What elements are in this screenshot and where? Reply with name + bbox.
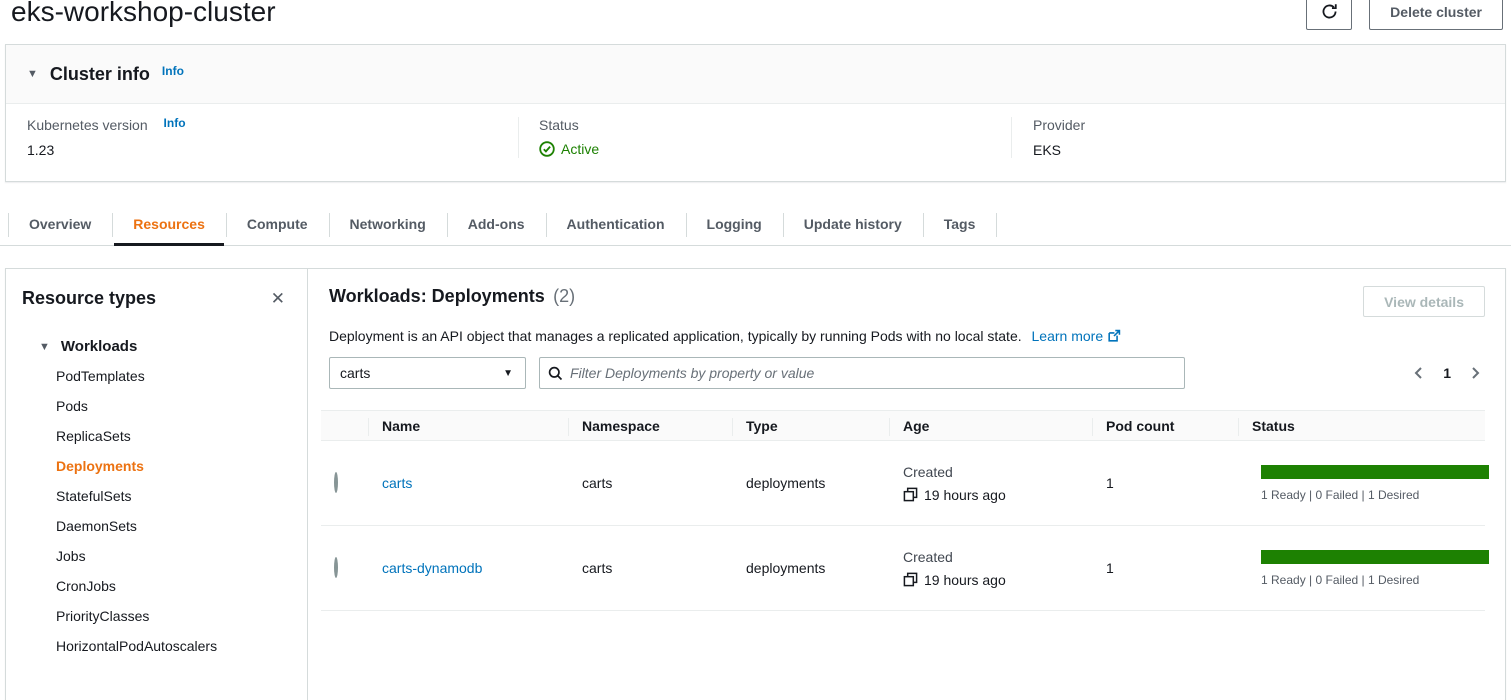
column-header-type[interactable]: Type	[732, 411, 889, 442]
deployment-name-link[interactable]: carts	[382, 475, 413, 491]
deployments-heading: Workloads: Deployments (2)	[329, 286, 575, 307]
status-progress-bar	[1261, 549, 1489, 564]
pagination: 1	[1412, 365, 1485, 381]
tab-resources[interactable]: Resources	[112, 204, 226, 246]
sidebar-item-priorityclasses[interactable]: PriorityClasses	[56, 608, 150, 624]
deployment-name-link[interactable]: carts-dynamodb	[382, 560, 483, 576]
page-title: eks-workshop-cluster	[11, 0, 276, 27]
tab-networking[interactable]: Networking	[328, 204, 447, 245]
status-field: Status Active	[518, 117, 1011, 158]
sidebar-item-cronjobs[interactable]: CronJobs	[56, 578, 116, 594]
namespace-cell: carts	[582, 560, 613, 576]
tab-logging[interactable]: Logging	[685, 204, 783, 245]
workloads-group-toggle[interactable]: ▼ Workloads	[22, 338, 291, 355]
tab-authentication[interactable]: Authentication	[545, 204, 686, 245]
tab-add-ons[interactable]: Add-ons	[446, 204, 546, 245]
column-header-namespace[interactable]: Namespace	[568, 411, 732, 442]
column-header-age[interactable]: Age	[889, 411, 1092, 442]
pod-count-cell: 1	[1106, 560, 1114, 576]
tab-overview[interactable]: Overview	[8, 204, 112, 245]
resource-type-list: PodTemplates Pods ReplicaSets Deployment…	[22, 361, 291, 661]
age-cell: Created 19 hours ago	[903, 463, 1006, 503]
column-header-status[interactable]: Status	[1238, 411, 1485, 442]
filter-row: carts ▼ 1	[329, 357, 1485, 389]
selected-option: carts	[340, 365, 371, 381]
sidebar-item-horizontalpodautoscalers[interactable]: HorizontalPodAutoscalers	[56, 638, 218, 654]
row-radio-button[interactable]	[334, 472, 338, 493]
external-link-icon	[1107, 329, 1121, 343]
workloads-group-label: Workloads	[60, 338, 138, 355]
deployments-description: Deployment is an API object that manages…	[329, 328, 1485, 344]
sidebar-item-pods[interactable]: Pods	[56, 398, 88, 414]
delete-cluster-button[interactable]: Delete cluster	[1369, 0, 1503, 30]
provider-field: Provider EKS	[1011, 117, 1085, 158]
page-header: eks-workshop-cluster Delete cluster	[0, 0, 1511, 44]
refresh-icon	[1321, 3, 1338, 20]
tab-compute[interactable]: Compute	[225, 204, 329, 245]
current-page[interactable]: 1	[1443, 365, 1451, 381]
cluster-info-panel: ▼ Cluster info Info Kubernetes version I…	[5, 44, 1506, 182]
status-cell: 1 Ready | 0 Failed | 1 Desired	[1238, 549, 1511, 587]
resource-types-sidebar: Resource types ✕ ▼ Workloads PodTemplate…	[6, 269, 308, 700]
select-arrow-icon: ▼	[503, 367, 513, 379]
status-progress-bar	[1261, 464, 1489, 479]
copy-icon[interactable]	[903, 487, 918, 502]
namespace-cell: carts	[582, 475, 613, 491]
close-icon[interactable]: ✕	[270, 288, 285, 308]
chevron-down-icon: ▼	[39, 340, 50, 353]
type-cell: deployments	[746, 475, 826, 491]
table-row: carts carts deployments Created 19 hours…	[321, 441, 1489, 526]
expander-triangle-icon[interactable]: ▼	[27, 68, 38, 80]
sidebar-item-jobs[interactable]: Jobs	[56, 548, 86, 564]
provider-value: EKS	[1033, 142, 1062, 158]
deployments-table: Name Namespace Type Age Pod count Status…	[321, 410, 1489, 611]
kubernetes-version-info-link[interactable]: Info	[163, 116, 186, 130]
sidebar-item-deployments[interactable]: Deployments	[56, 458, 144, 474]
status-value: Active	[561, 141, 600, 157]
deployments-content: Workloads: Deployments (2) View details …	[308, 269, 1505, 700]
kubernetes-version-field: Kubernetes version Info 1.23	[6, 116, 518, 158]
status-check-icon	[539, 141, 555, 157]
table-row: carts-dynamodb carts deployments Created…	[321, 526, 1489, 611]
learn-more-link[interactable]: Learn more	[1032, 328, 1122, 344]
column-header-name[interactable]: Name	[368, 411, 568, 442]
tab-update-history[interactable]: Update history	[782, 204, 923, 245]
cluster-info-title: Cluster info	[49, 63, 150, 84]
sidebar-item-statefulsets[interactable]: StatefulSets	[56, 488, 132, 504]
copy-icon[interactable]	[903, 572, 918, 587]
resources-panel: Resource types ✕ ▼ Workloads PodTemplate…	[5, 268, 1506, 700]
refresh-button[interactable]	[1306, 0, 1353, 30]
header-actions: Delete cluster	[1306, 0, 1503, 30]
cluster-info-body: Kubernetes version Info 1.23 Status Acti…	[6, 104, 1505, 181]
deployments-count: (2)	[553, 286, 576, 306]
status-cell: 1 Ready | 0 Failed | 1 Desired	[1238, 464, 1511, 502]
age-cell: Created 19 hours ago	[903, 548, 1006, 588]
kubernetes-version-label: Kubernetes version Info	[27, 116, 186, 133]
status-label: Status	[539, 117, 579, 133]
kubernetes-version-value: 1.23	[27, 142, 55, 158]
sidebar-item-replicasets[interactable]: ReplicaSets	[56, 428, 131, 444]
sidebar-item-podtemplates[interactable]: PodTemplates	[56, 368, 145, 384]
type-cell: deployments	[746, 560, 826, 576]
column-header-pod-count[interactable]: Pod count	[1092, 411, 1238, 442]
search-icon	[548, 366, 563, 381]
cluster-info-header[interactable]: ▼ Cluster info Info	[6, 45, 1505, 104]
provider-label: Provider	[1033, 117, 1086, 133]
cluster-tabs: Overview Resources Compute Networking Ad…	[0, 204, 1511, 246]
tab-tags[interactable]: Tags	[922, 204, 998, 245]
previous-page-icon[interactable]	[1412, 366, 1424, 380]
sidebar-item-daemonsets[interactable]: DaemonSets	[56, 518, 137, 534]
filter-input[interactable]	[570, 365, 1176, 381]
namespace-filter-select[interactable]: carts ▼	[329, 357, 526, 389]
row-radio-button[interactable]	[334, 557, 338, 578]
search-box[interactable]	[539, 357, 1185, 389]
resource-types-title: Resource types	[22, 288, 157, 308]
table-header: Name Namespace Type Age Pod count Status	[321, 410, 1485, 441]
cluster-info-info-link[interactable]: Info	[161, 64, 184, 78]
view-details-button[interactable]: View details	[1363, 286, 1485, 317]
pod-count-cell: 1	[1106, 475, 1114, 491]
next-page-icon[interactable]	[1470, 366, 1482, 380]
deployments-title: Workloads: Deployments	[329, 286, 545, 306]
